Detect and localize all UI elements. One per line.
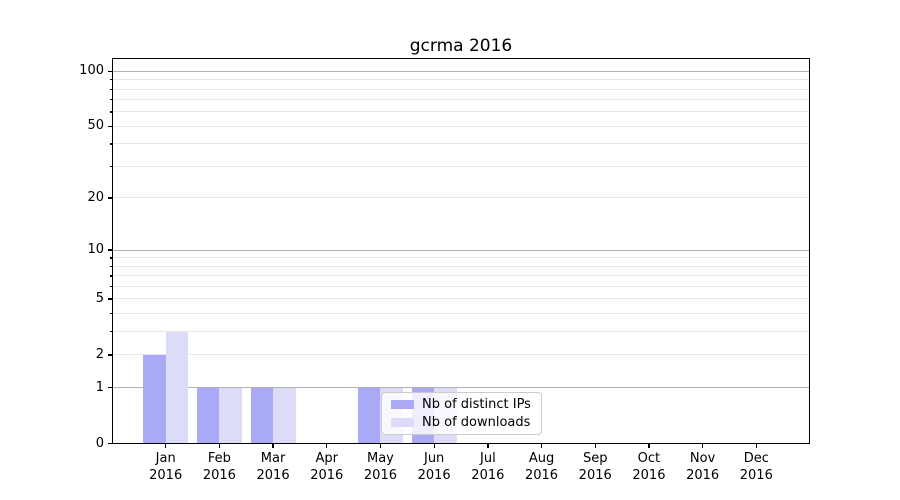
- legend: Nb of distinct IPs Nb of downloads: [381, 392, 542, 435]
- gridline-minor: [113, 286, 809, 288]
- x-tick-label: Oct 2016: [632, 451, 666, 483]
- x-tick-label: Aug 2016: [524, 451, 559, 483]
- y-tick-label: 1: [95, 379, 104, 395]
- y-tick-label: 10: [87, 242, 104, 258]
- y-tick-label: 50: [87, 118, 104, 134]
- bar-distinct-ips: [143, 354, 166, 444]
- gridline-major: [113, 70, 809, 72]
- legend-swatch-distinct-ips: [391, 400, 414, 410]
- y-minor-tick-mark: [109, 197, 112, 199]
- x-tick-mark: [755, 444, 757, 448]
- x-tick-mark: [594, 444, 596, 448]
- gridline-minor: [113, 265, 809, 267]
- y-minor-tick-mark: [109, 313, 112, 315]
- x-tick-mark: [218, 444, 221, 448]
- y-minor-tick-mark: [109, 125, 112, 128]
- y-minor-tick-mark: [109, 111, 112, 113]
- y-minor-tick-mark: [109, 88, 112, 90]
- y-minor-tick-mark: [109, 99, 112, 101]
- y-tick-label: 5: [95, 290, 104, 306]
- y-minor-tick-mark: [109, 354, 112, 356]
- x-tick-label: Dec 2016: [739, 451, 773, 483]
- x-tick-mark: [433, 444, 435, 448]
- gridline-minor: [113, 197, 809, 199]
- gridline-minor: [113, 313, 809, 315]
- x-tick-mark: [165, 444, 167, 448]
- gridline-minor: [113, 99, 809, 101]
- y-minor-tick-mark: [109, 298, 112, 300]
- bar-downloads: [165, 331, 189, 444]
- x-tick-label: Mar 2016: [256, 451, 290, 483]
- y-tick-mark: [107, 249, 112, 251]
- y-tick-mark: [107, 70, 112, 72]
- legend-label-distinct-ips: Nb of distinct IPs: [422, 397, 531, 413]
- x-tick-label: Apr 2016: [310, 451, 344, 483]
- legend-item-distinct-ips: Nb of distinct IPs: [391, 397, 532, 412]
- gridline-minor: [113, 298, 809, 300]
- x-tick-label: Nov 2016: [686, 451, 720, 483]
- y-tick-mark: [107, 442, 112, 445]
- x-tick-mark: [648, 444, 650, 448]
- gridline-minor: [113, 125, 809, 127]
- gridline-minor: [113, 354, 809, 356]
- x-tick-label: Sep 2016: [578, 451, 612, 483]
- chart-title: gcrma 2016: [409, 36, 513, 56]
- bar-distinct-ips: [357, 387, 381, 444]
- x-tick-label: Jul 2016: [471, 451, 505, 483]
- gridline-minor: [113, 88, 809, 90]
- gridline-minor: [113, 331, 809, 333]
- gridline-minor: [113, 79, 809, 81]
- y-tick-label: 100: [79, 63, 104, 79]
- y-tick-label: 0: [95, 435, 104, 451]
- bar-distinct-ips: [250, 387, 274, 444]
- x-tick-label: Feb 2016: [202, 451, 236, 483]
- gridline-major: [113, 387, 809, 389]
- y-minor-tick-mark: [109, 286, 112, 288]
- x-tick-label: Jan 2016: [149, 451, 183, 483]
- gridline-minor: [113, 111, 809, 113]
- gridline-minor: [113, 275, 809, 277]
- x-tick-label: Jun 2016: [417, 451, 451, 483]
- y-tick-label: 2: [95, 346, 104, 362]
- y-tick-mark: [107, 386, 112, 389]
- x-tick-mark: [272, 444, 274, 448]
- x-tick-mark: [487, 444, 489, 448]
- gridline-major: [113, 249, 809, 251]
- y-minor-tick-mark: [109, 275, 112, 277]
- x-tick-mark: [379, 444, 382, 448]
- x-tick-label: May 2016: [363, 451, 397, 483]
- legend-swatch-downloads: [391, 417, 414, 427]
- gridline-minor: [113, 165, 809, 167]
- y-minor-tick-mark: [109, 257, 112, 259]
- gridline-minor: [113, 257, 809, 259]
- y-minor-tick-mark: [109, 79, 112, 81]
- y-minor-tick-mark: [109, 165, 112, 168]
- y-minor-tick-mark: [109, 143, 112, 145]
- x-tick-mark: [326, 444, 328, 448]
- gridline-minor: [113, 143, 809, 145]
- bar-downloads: [273, 387, 296, 444]
- x-tick-mark: [702, 444, 704, 448]
- legend-label-downloads: Nb of downloads: [422, 414, 531, 430]
- y-minor-tick-mark: [109, 331, 112, 333]
- y-minor-tick-mark: [109, 265, 112, 268]
- bar-distinct-ips: [196, 387, 220, 444]
- legend-item-downloads: Nb of downloads: [391, 415, 532, 430]
- x-tick-mark: [540, 444, 543, 448]
- bar-downloads: [219, 387, 242, 444]
- y-tick-label: 20: [87, 189, 104, 205]
